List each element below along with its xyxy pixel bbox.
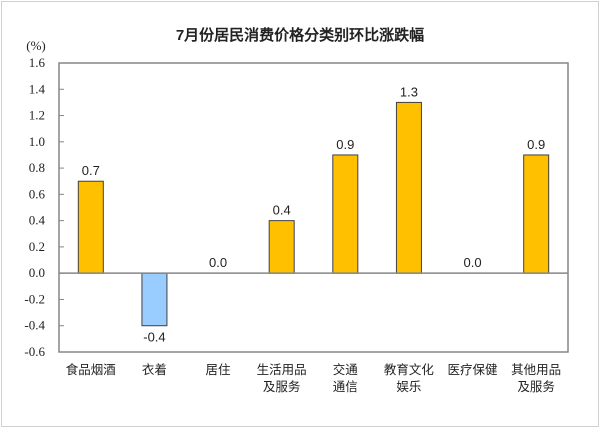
x-tick-label: 其他用品 <box>511 363 561 377</box>
data-label: 0.7 <box>82 163 100 178</box>
y-tick-label: 0.8 <box>29 160 45 175</box>
bar <box>523 154 550 274</box>
y-tick-label: 0.0 <box>29 265 45 280</box>
bar <box>268 220 295 274</box>
data-label: 0.9 <box>527 137 545 152</box>
x-tick-label: 通信 <box>333 380 358 394</box>
x-tick-label: 娱乐 <box>396 380 421 394</box>
x-tick-label: 衣着 <box>142 362 167 377</box>
chart-title: 7月份居民消费价格分类别环比涨跌幅 <box>176 26 424 44</box>
data-label: 1.3 <box>400 84 418 99</box>
x-tick-label: 及服务 <box>263 379 301 394</box>
x-tick-label: 生活用品 <box>257 363 307 377</box>
y-tick-label: 1.2 <box>29 108 45 123</box>
x-tick-label: 食品烟酒 <box>66 362 116 377</box>
y-tick-label: 0.6 <box>29 186 46 201</box>
y-tick-label: 1.0 <box>29 134 45 149</box>
y-tick-label: -0.4 <box>24 318 45 333</box>
data-label: 0.0 <box>464 255 482 270</box>
bar <box>77 180 104 274</box>
y-tick-label: 1.6 <box>29 55 46 70</box>
x-tick-label: 交通 <box>333 362 359 377</box>
plot-area <box>58 62 569 353</box>
x-tick-label: 医疗保健 <box>448 363 499 377</box>
x-tick-label: 教育文化 <box>384 362 435 377</box>
x-tick-label: 居住 <box>206 363 232 377</box>
data-label: 0.0 <box>209 255 227 270</box>
y-tick-label: -0.2 <box>24 291 45 306</box>
y-tick-label: 0.2 <box>29 239 45 254</box>
y-tick-label: 0.4 <box>29 213 46 228</box>
x-tick-label: 及服务 <box>517 379 555 394</box>
bar <box>332 154 359 274</box>
bar <box>141 272 168 327</box>
y-axis-unit: (%) <box>26 38 46 53</box>
data-label: -0.4 <box>143 330 165 345</box>
data-label: 0.4 <box>273 203 291 218</box>
y-tick-label: -0.6 <box>24 344 45 359</box>
bar <box>395 101 422 274</box>
y-tick-label: 1.4 <box>29 81 46 96</box>
data-label: 0.9 <box>336 137 354 152</box>
